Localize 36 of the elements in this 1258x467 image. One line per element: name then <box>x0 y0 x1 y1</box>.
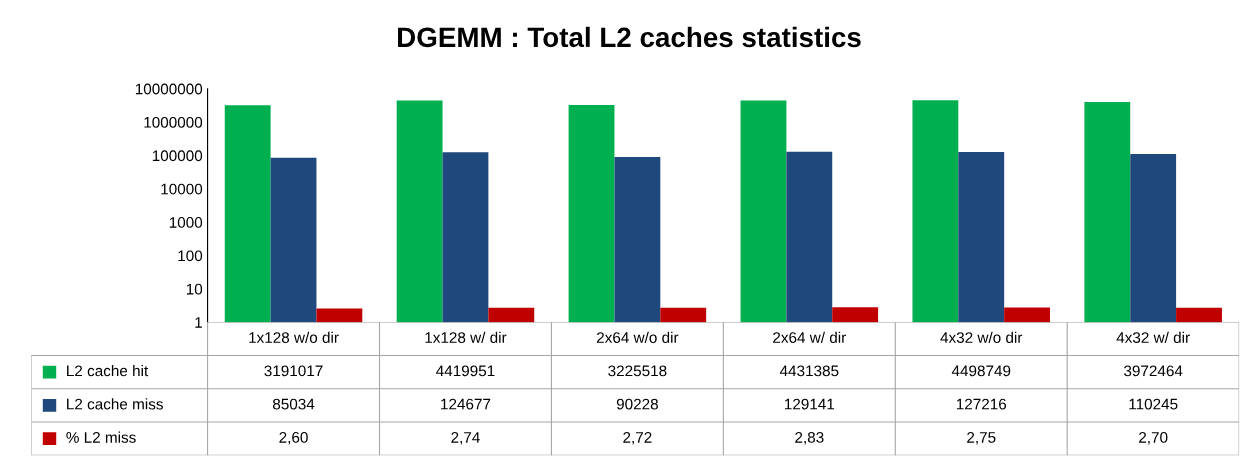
data-label: 4419951 <box>436 365 495 377</box>
legend-label: % L2 miss <box>66 431 136 443</box>
legend-label: L2 cache hit <box>67 365 149 377</box>
y-tick-label: 100 <box>178 250 203 262</box>
y-tick-label: 10000 <box>161 183 203 195</box>
x-tick-label: 1x128 w/ dir <box>425 331 507 343</box>
data-label: 2,60 <box>279 431 308 445</box>
x-tick-label: 4x32 w/ dir <box>1116 331 1190 343</box>
data-label: 2,75 <box>967 431 996 445</box>
data-label: 3972464 <box>1124 365 1183 377</box>
x-tick-label: 4x32 w/o dir <box>940 331 1023 343</box>
y-tick-label: 10000000 <box>135 83 203 95</box>
data-label: 85034 <box>272 398 315 410</box>
y-tick-label: 1000 <box>169 217 203 228</box>
data-label: 4431385 <box>779 365 839 377</box>
data-label: 124677 <box>441 398 491 410</box>
y-tick-label: 1 <box>195 317 202 328</box>
data-label: 2,74 <box>451 431 480 445</box>
data-label: 90228 <box>616 398 658 410</box>
data-label: 2,70 <box>1139 431 1168 445</box>
data-label: 3191017 <box>264 365 323 377</box>
x-tick-label: 1x128 w/o dir <box>249 331 339 343</box>
y-tick-label: 10 <box>186 283 203 295</box>
data-label: 3225518 <box>608 365 667 377</box>
chart-title: DGEMM : Total L2 caches statistics <box>398 26 861 48</box>
data-label: 4498749 <box>951 365 1011 377</box>
data-label: 110245 <box>1129 398 1178 410</box>
data-label: 127216 <box>956 398 1007 410</box>
y-tick-label: 100000 <box>152 150 203 162</box>
y-tick-label: 1000000 <box>144 116 203 128</box>
x-tick-label: 2x64 w/o dir <box>596 331 679 343</box>
data-label: 2,83 <box>795 431 824 445</box>
x-tick-label: 2x64 w/ dir <box>773 331 846 343</box>
legend-label: L2 cache miss <box>67 398 163 410</box>
data-label: 2,72 <box>623 431 652 445</box>
data-label: 129141 <box>784 398 835 410</box>
